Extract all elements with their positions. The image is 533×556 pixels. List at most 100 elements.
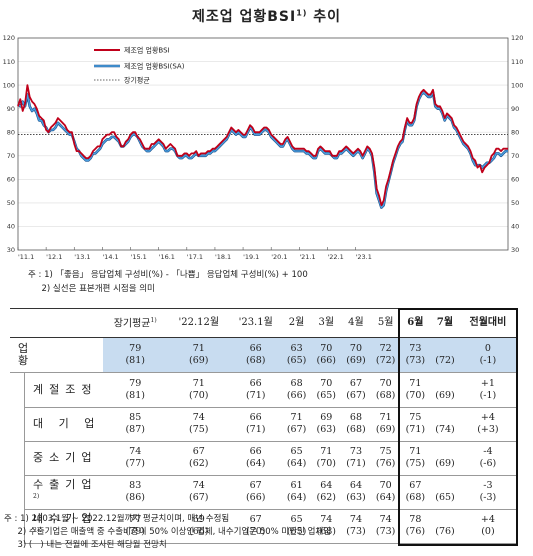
table-cell: 68 (68) [341, 407, 371, 442]
y-tick-label-right: 120 [511, 34, 523, 42]
title-text: 제조업 업황BSI [191, 9, 297, 25]
table-cell: 74 (73) [370, 509, 401, 544]
x-tick-label: '15.1 [131, 253, 147, 261]
header-cell: 4월 [341, 308, 371, 338]
x-tick-label: '14.1 [102, 253, 118, 261]
table-cell: 71 (67) [281, 407, 312, 442]
table-cell: 69 (63) [311, 407, 342, 442]
table-cell: 64 (63) [341, 475, 371, 510]
table-cell: 70 (68) [370, 372, 401, 408]
row-indent [10, 441, 25, 475]
table-cell: (74) [430, 407, 460, 442]
table-cell: 70 (69) [341, 337, 371, 373]
y-tick-label-left: 30 [7, 246, 15, 254]
y-tick-label-right: 90 [511, 105, 519, 113]
row-indent [10, 373, 25, 408]
y-tick-label-right: 50 [511, 199, 519, 207]
table-cell: +4 (+3) [459, 407, 516, 442]
footnote-3: 3) ( ) 내는 전월에 조사된 해당월 전망치 [4, 540, 167, 550]
header-cell: 5월 [370, 308, 401, 338]
x-tick-label: '20.1 [271, 253, 287, 261]
series-bsi [17, 84, 508, 207]
table-cell: 71 (69) [370, 407, 401, 442]
x-tick-label: '18.1 [215, 253, 231, 261]
header-cell-jul: 7월 [430, 308, 460, 338]
y-tick-label-right: 100 [511, 81, 523, 89]
y-tick-label-right: 70 [511, 152, 519, 160]
table-cell: 74 (67) [167, 475, 230, 510]
header-cell-jun: 6월 [400, 308, 431, 338]
y-tick-label-right: 60 [511, 176, 519, 184]
table-cell: -4 (-6) [459, 441, 516, 476]
table-cell: 75 (76) [370, 441, 401, 476]
title-footnote-mark: 1) [296, 8, 308, 18]
header-spacer [10, 308, 25, 338]
table-cell: 79 (81) [102, 337, 168, 373]
table-cell: 0 (-1) [459, 337, 516, 373]
table-cell: 67 (70) [229, 509, 282, 544]
table-cell: (72) [430, 337, 460, 373]
bsi-table: 장기평균1) '22.12월 '23.1월 2월 3월 4월 5월 6월 7월 … [10, 308, 516, 544]
table-cell: 66 (71) [229, 372, 282, 408]
table-cell: 72 (72) [370, 337, 401, 373]
table-header-row: 장기평균1) '22.12월 '23.1월 2월 3월 4월 5월 6월 7월 … [10, 308, 516, 338]
table-cell: 64 (62) [311, 475, 342, 510]
y-tick-label-right: 40 [511, 223, 519, 231]
title-suffix: 추이 [313, 9, 342, 25]
footnote-1: 주 : 1) 2003.1월 ~ 2022.12월까지 평균치이며, 매년 수정… [4, 514, 230, 524]
table-cell: 71 (70) [167, 372, 230, 408]
y-tick-label-right: 110 [511, 58, 523, 66]
table-row: 중소기업 74 (77) 67 (62) 66 (64) 65 (64) 71 (70) 73 (71)… [10, 441, 516, 476]
x-tick-label: '17.1 [187, 253, 203, 261]
y-tick-label-left: 110 [3, 58, 15, 66]
row-label: 업 황 [10, 337, 103, 373]
table-cell: 75 (71) [400, 407, 431, 442]
table-cell: 78 (76) [400, 509, 431, 544]
table-cell: 65 (65) [281, 509, 312, 544]
table-cell: 74 (75) [167, 407, 230, 442]
table-cell: 67 (62) [167, 441, 230, 476]
table-cell: (69) [430, 372, 460, 408]
table-row: 내수기업2) 77 (79) 69 (66) 67 (70) 65 (65) 74 (68) 74 (7… [10, 509, 516, 544]
table-cell: 70 (66) [311, 337, 342, 373]
table-cell: 74 (73) [341, 509, 371, 544]
table-cell: 69 (66) [167, 509, 230, 544]
series-seasonally-adjusted [17, 91, 508, 209]
footnote-2: 2) 수출기업은 매출액 중 수출비중이 50% 이상인 업체, 내수기업은 5… [4, 527, 332, 537]
x-tick-label: '21.1 [299, 253, 315, 261]
table-footnotes: 주 : 1) 2003.1월 ~ 2022.12월까지 평균치이며, 매년 수정… [4, 513, 331, 552]
table-row: 업 황 79 (81) 71 (69) 66 (68) 63 (65) 70 (66) 70 (69) 7… [10, 337, 516, 373]
table-row: 대 기 업 85 (87) 74 (75) 66 (71) 71 (67) 69 (63) 68 (68… [10, 407, 516, 442]
table-cell: (65) [430, 475, 460, 510]
y-tick-label-left: 120 [3, 34, 15, 42]
legend-label-bsi: 제조업 업황BSI [124, 46, 170, 55]
series-seasonally-adjusted-outline [17, 90, 508, 209]
table-cell: 67 (67) [341, 372, 371, 408]
y-tick-label-left: 80 [7, 128, 15, 136]
table-cell: 67 (66) [229, 475, 282, 510]
table-cell: 71 (70) [311, 441, 342, 476]
chart-note-1: 주 : 1) 「좋음」 응답업체 구성비(%) - 「나쁨」 응답업체 구성비(… [28, 270, 308, 280]
chart-grid [18, 61, 508, 227]
header-cell: 장기평균1) [102, 308, 168, 338]
y-tick-label-right: 30 [511, 246, 519, 254]
table-cell: 79 (81) [102, 372, 168, 408]
x-tick-label: '16.1 [159, 253, 175, 261]
y-tick-label-left: 90 [7, 105, 15, 113]
chart-lines [17, 84, 508, 209]
header-cell: 3월 [311, 308, 342, 338]
table-cell: 65 (64) [281, 441, 312, 476]
row-indent [10, 407, 25, 441]
table-cell: 61 (64) [281, 475, 312, 510]
header-cell: 2월 [281, 308, 312, 338]
table-cell: 74 (77) [102, 441, 168, 476]
x-tick-label: '13.1 [74, 253, 90, 261]
y-tick-label-left: 60 [7, 176, 15, 184]
table-cell: 70 (64) [370, 475, 401, 510]
header-cell: '22.12월 [167, 308, 230, 338]
y-tick-label-left: 100 [3, 81, 15, 89]
y-tick-label-left: 70 [7, 152, 15, 160]
chart-axes: 30 30 40 40 50 50 60 60 70 70 80 80 90 90 100 100 110 110… [3, 34, 524, 261]
table-row: 수출기업2) 83 (86) 74 (67) 67 (66) 61 (64) 64 (62) 64 (6… [10, 475, 516, 510]
row-label: 중소기업 [24, 441, 103, 476]
